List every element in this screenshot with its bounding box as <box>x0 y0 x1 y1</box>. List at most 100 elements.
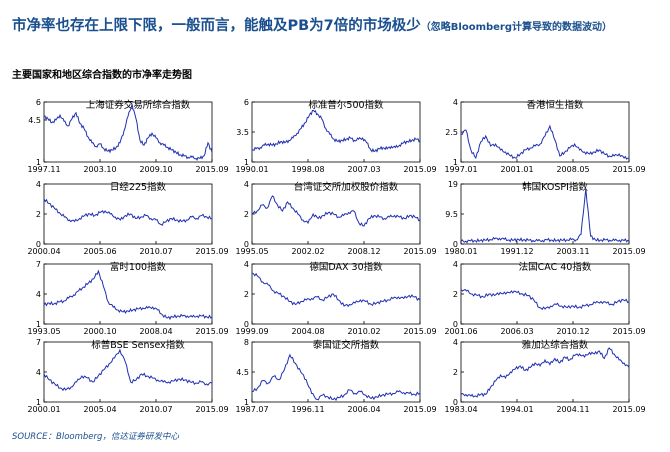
y-tick-label: 4 <box>453 98 458 107</box>
x-tick-label: 2005.04 <box>83 405 116 414</box>
plot-frame <box>460 341 630 403</box>
series-line <box>460 124 630 160</box>
x-tick-label: 1980.01 <box>444 247 477 256</box>
x-tick-label: 2002.02 <box>291 247 324 256</box>
chart-title: 泰国证交所指数 <box>313 339 380 351</box>
x-tick-label: 2015.09 <box>403 327 436 336</box>
source-note: SOURCE：Bloomberg，信达证券研发中心 <box>12 432 179 442</box>
x-tick-label: 2006.04 <box>347 405 380 414</box>
y-tick-label: 8 <box>244 338 249 347</box>
x-tick-label: 2010.12 <box>556 327 589 336</box>
y-tick-label: 0 <box>244 320 249 329</box>
x-tick-label: 2015.09 <box>403 165 436 174</box>
x-tick-label: 2015.09 <box>612 247 645 256</box>
x-tick-label: 2015.09 <box>612 405 645 414</box>
x-tick-label: 1996.11 <box>291 405 324 414</box>
plot-frame <box>251 263 421 325</box>
y-tick-label: 0 <box>453 240 458 249</box>
y-tick-label: 4 <box>453 260 458 269</box>
x-tick-label: 1991.12 <box>500 247 533 256</box>
chart-title: 韩国KOSPI指数 <box>522 181 588 193</box>
chart-title: 法国CAC 40指数 <box>519 261 592 273</box>
series-line <box>460 288 630 311</box>
y-tick-label: 6 <box>244 98 249 107</box>
series-line <box>251 109 421 153</box>
y-tick-label: 2.5 <box>445 128 458 137</box>
chart-title: 标准普尔500指数 <box>308 99 384 111</box>
x-tick-label: 2003.11 <box>556 247 589 256</box>
x-tick-label: 1998.08 <box>291 165 324 174</box>
y-tick-label: 2 <box>244 210 249 219</box>
x-tick-label: 2003.10 <box>83 165 116 174</box>
chart-title: 上海证券交易所综合指数 <box>86 99 191 111</box>
x-tick-label: 2000.01 <box>27 405 60 414</box>
y-tick-label: 4 <box>244 180 249 189</box>
chart-title: 香港恒生指数 <box>526 99 584 111</box>
y-tick-label: 2 <box>453 290 458 299</box>
x-tick-label: 2006.03 <box>500 327 533 336</box>
x-tick-label: 2005.06 <box>83 247 116 256</box>
y-tick-label: 7 <box>36 260 41 269</box>
chart-title: 台湾证交所加权股价指数 <box>294 181 399 193</box>
y-tick-label: 19 <box>448 180 458 189</box>
y-tick-label: 0 <box>453 398 458 407</box>
chart-title: 标普BSE Sensex指数 <box>91 339 185 351</box>
series-line <box>460 188 630 244</box>
x-tick-label: 2008.12 <box>347 247 380 256</box>
series-line <box>43 269 213 321</box>
y-tick-label: 4.5 <box>236 368 249 377</box>
y-tick-label: 1 <box>453 158 458 167</box>
x-tick-label: 1997.11 <box>27 165 60 174</box>
x-tick-label: 2015.09 <box>403 247 436 256</box>
x-tick-label: 2010.02 <box>347 327 380 336</box>
y-tick-label: 4 <box>453 338 458 347</box>
x-tick-label: 1983.04 <box>444 405 477 414</box>
x-tick-label: 1999.09 <box>235 327 268 336</box>
x-tick-label: 2000.04 <box>27 247 60 256</box>
y-tick-label: 1 <box>36 158 41 167</box>
x-tick-label: 2015.09 <box>612 165 645 174</box>
series-line <box>43 104 213 161</box>
y-tick-label: 4.5 <box>28 116 41 125</box>
y-tick-label: 2 <box>244 290 249 299</box>
y-tick-label: 9.5 <box>445 210 458 219</box>
x-tick-label: 2015.09 <box>195 165 228 174</box>
chart-title: 富时100指数 <box>110 261 167 273</box>
x-tick-label: 1995.05 <box>235 247 268 256</box>
page-title: 市净率也存在上限下限，一般而言，能触及PB为7倍的市场极少（忽略Bloomber… <box>12 14 612 35</box>
y-tick-label: 2 <box>36 210 41 219</box>
chart-title: 雅加达综合指数 <box>522 339 589 351</box>
plot-frame <box>43 101 213 163</box>
x-tick-label: 1987.07 <box>235 405 268 414</box>
x-tick-label: 2010.07 <box>139 247 172 256</box>
series-line <box>43 198 213 226</box>
x-tick-label: 2015.09 <box>195 327 228 336</box>
chart-title: 日经225指数 <box>110 181 167 193</box>
x-tick-label: 2004.08 <box>291 327 324 336</box>
x-tick-label: 1990.01 <box>235 165 268 174</box>
x-tick-label: 2009.10 <box>139 165 172 174</box>
x-tick-label: 2001.01 <box>500 165 533 174</box>
series-line <box>43 348 213 392</box>
y-tick-label: 4 <box>244 260 249 269</box>
x-tick-label: 1997.01 <box>444 165 477 174</box>
y-tick-label: 0 <box>36 240 41 249</box>
x-tick-label: 2001.06 <box>444 327 477 336</box>
plot-frame <box>251 101 421 163</box>
series-line <box>251 353 421 402</box>
plot-frame <box>43 263 213 325</box>
x-tick-label: 2008.05 <box>556 165 589 174</box>
x-tick-label: 2007.03 <box>347 165 380 174</box>
y-tick-label: 7 <box>36 338 41 347</box>
series-line <box>251 272 421 308</box>
